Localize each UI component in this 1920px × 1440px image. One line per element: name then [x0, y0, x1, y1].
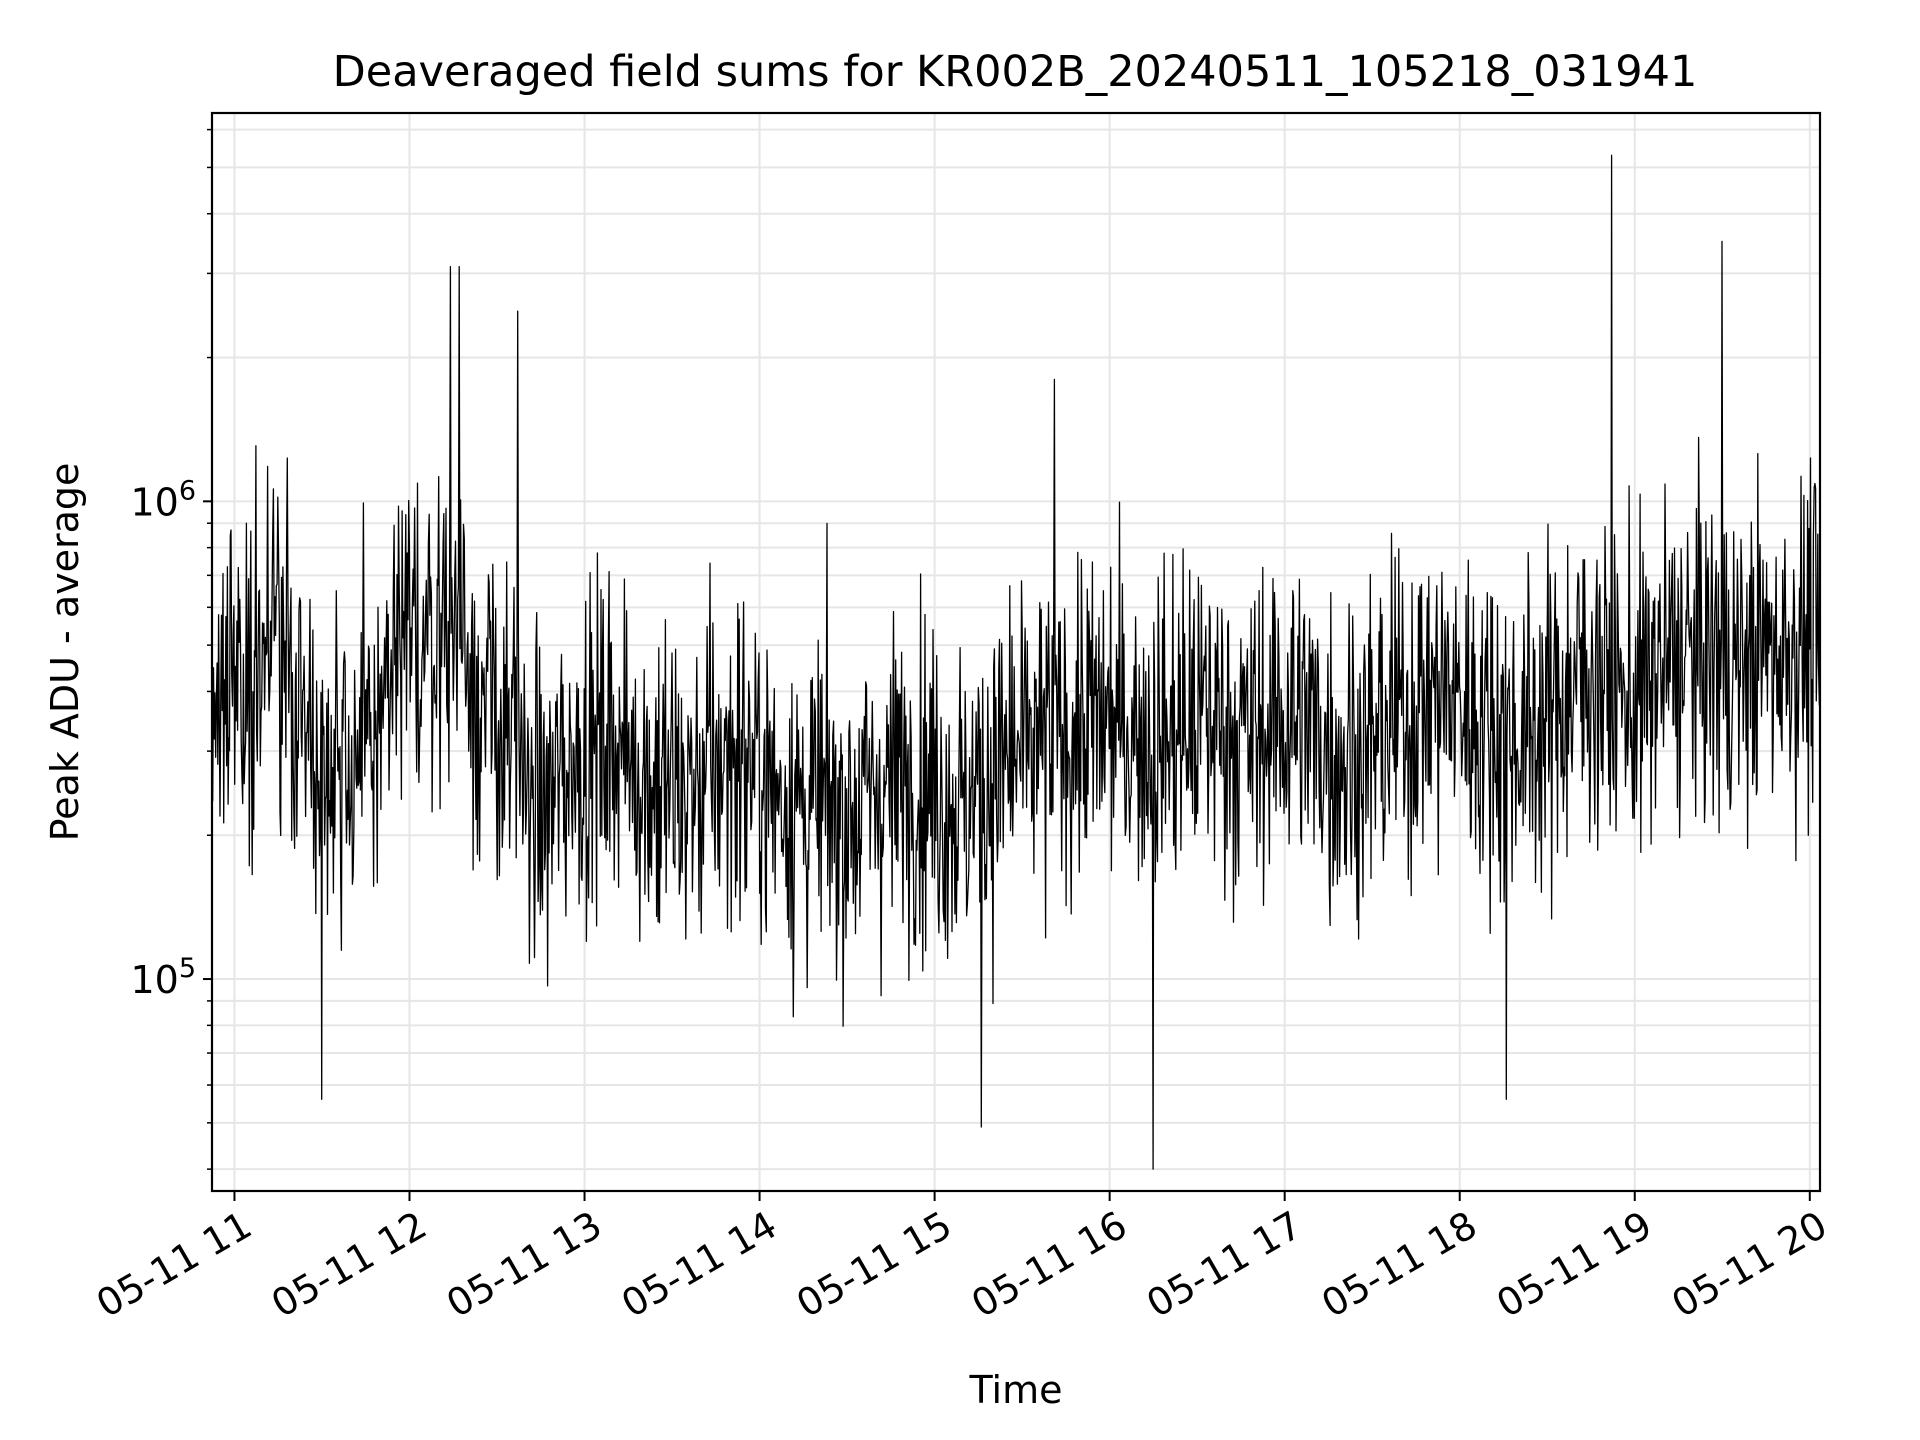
y-axis-label: Peak ADU - average	[43, 463, 87, 842]
x-axis-label: Time	[969, 1368, 1063, 1412]
chart-title: Deaveraged field sums for KR002B_2024051…	[333, 47, 1698, 97]
y-tick-label: 105	[130, 953, 196, 1002]
plot-frame	[210, 111, 1822, 1193]
y-tick-label: 106	[130, 475, 196, 524]
plot-area	[210, 111, 1822, 1193]
plot-background	[212, 113, 1820, 1191]
y-axis: 105 106	[130, 128, 212, 1170]
series-line	[211, 154, 1821, 1170]
